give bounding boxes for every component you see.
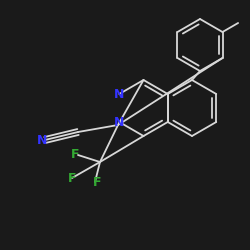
Text: F: F: [68, 172, 76, 184]
Text: N: N: [114, 88, 124, 101]
Text: N: N: [114, 116, 124, 128]
Text: F: F: [71, 148, 79, 162]
Text: F: F: [93, 176, 101, 188]
Text: N: N: [37, 134, 47, 146]
